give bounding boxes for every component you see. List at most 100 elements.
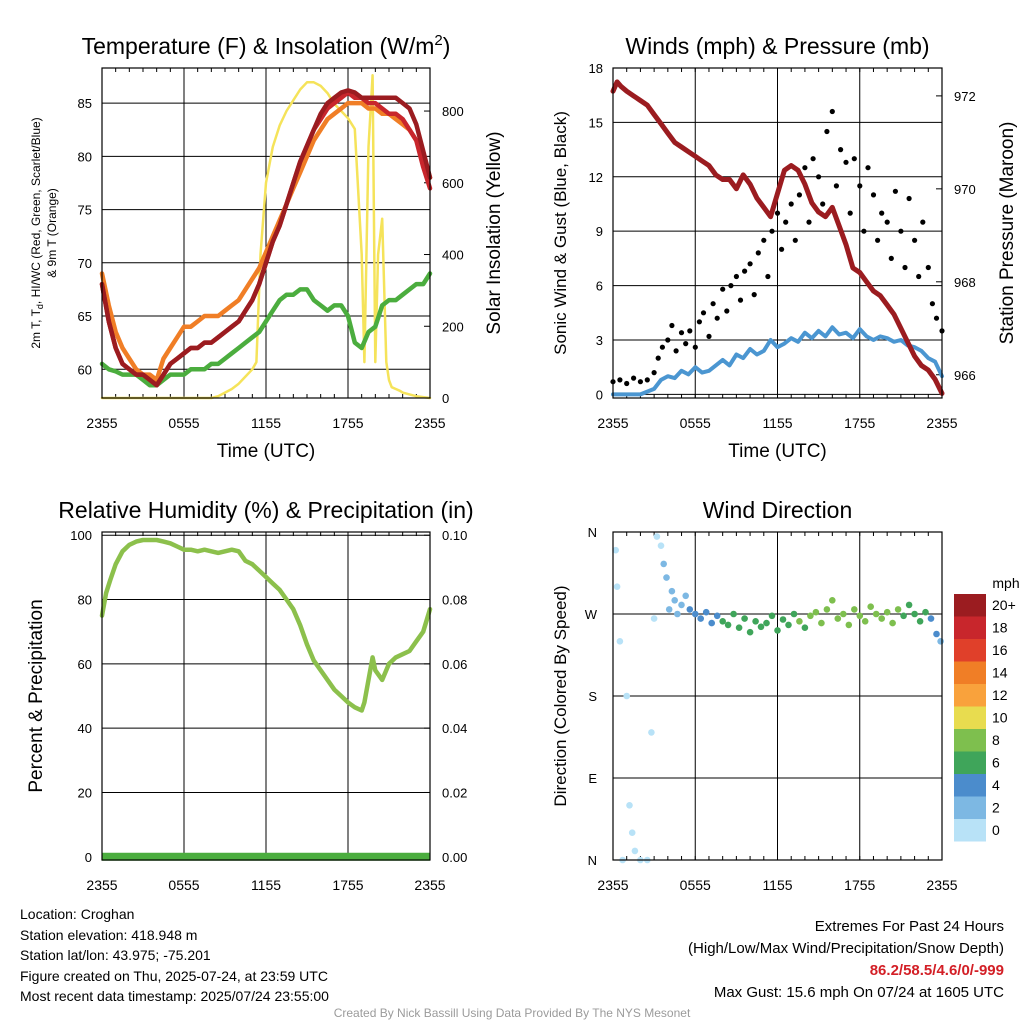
y-tick-label: 0 bbox=[85, 850, 92, 865]
gust-point bbox=[865, 165, 871, 171]
direction-point bbox=[746, 628, 754, 636]
direction-point bbox=[719, 618, 726, 625]
gust-point bbox=[902, 264, 908, 271]
direction-point bbox=[774, 627, 781, 634]
gust-point bbox=[637, 379, 644, 385]
direction-point bbox=[937, 638, 944, 645]
direction-point bbox=[650, 615, 658, 622]
y2-tick-label: 0.08 bbox=[442, 593, 467, 608]
gust-point bbox=[624, 380, 630, 387]
x-tick-label: 0555 bbox=[168, 415, 199, 431]
direction-point bbox=[883, 608, 891, 616]
direction-point bbox=[668, 587, 676, 595]
direction-point bbox=[867, 603, 874, 610]
direction-point bbox=[678, 601, 685, 609]
gust-point bbox=[687, 328, 693, 334]
legend-label: 4 bbox=[992, 777, 1000, 793]
y-axis-label: Percent & Precipitation bbox=[26, 599, 47, 792]
direction-point bbox=[613, 583, 621, 590]
legend-label: 6 bbox=[992, 755, 1000, 771]
direction-point bbox=[626, 802, 633, 809]
gust-point bbox=[802, 165, 808, 171]
plot-frame bbox=[612, 531, 943, 861]
x-tick-label: 1155 bbox=[251, 415, 281, 431]
x-tick-label: 2355 bbox=[414, 415, 445, 431]
gust-point bbox=[916, 273, 922, 280]
x-tick-label: 1155 bbox=[251, 877, 281, 893]
y2-tick-label: 968 bbox=[954, 275, 976, 290]
y2-tick-label: 0.10 bbox=[442, 528, 467, 543]
direction-point bbox=[894, 606, 902, 613]
y-tick-label: 60 bbox=[78, 362, 92, 377]
plot-frame bbox=[612, 67, 943, 399]
gust-point bbox=[751, 292, 757, 298]
direction-point bbox=[900, 612, 907, 620]
gust-point bbox=[720, 286, 726, 292]
direction-point bbox=[741, 615, 748, 622]
gust-point bbox=[929, 301, 936, 307]
created-text: Figure created on Thu, 2025-07-24, at 23… bbox=[20, 967, 328, 984]
direction-point bbox=[616, 638, 624, 645]
y2-tick-label: 972 bbox=[954, 89, 976, 104]
direction-point bbox=[697, 615, 704, 622]
gust-point bbox=[617, 377, 623, 383]
legend-swatch bbox=[954, 684, 986, 707]
y-axis-label-line2: & 9m T (Orange) bbox=[45, 188, 59, 278]
gust-point bbox=[742, 268, 748, 274]
gust-point bbox=[920, 219, 926, 225]
y-tick-label: 18 bbox=[589, 61, 603, 76]
x-tick-label: 1755 bbox=[844, 877, 875, 893]
direction-point bbox=[829, 597, 836, 604]
gust-point bbox=[696, 319, 703, 325]
plot-frame bbox=[101, 67, 431, 399]
y-tick-label: 6 bbox=[596, 279, 603, 294]
direction-point bbox=[713, 612, 721, 620]
x-tick-label: 2355 bbox=[597, 415, 628, 431]
y-tick-label: 80 bbox=[78, 593, 92, 608]
direction-point bbox=[785, 621, 792, 629]
direction-point bbox=[851, 606, 858, 613]
direction-point bbox=[682, 592, 689, 600]
gust-point bbox=[673, 348, 679, 354]
x-tick-label: 0555 bbox=[680, 877, 711, 893]
gust-point bbox=[755, 250, 761, 256]
direction-point bbox=[861, 618, 869, 625]
direction-point bbox=[801, 624, 809, 631]
direction-point bbox=[663, 574, 670, 581]
x-tick-label: 2355 bbox=[926, 877, 957, 893]
gust-point bbox=[769, 228, 775, 234]
gust-point bbox=[724, 308, 730, 314]
y-tick-label: N bbox=[588, 853, 597, 868]
direction-point bbox=[834, 615, 842, 622]
gust-point bbox=[843, 159, 849, 165]
direction-point bbox=[796, 618, 803, 625]
legend-label: 14 bbox=[992, 665, 1008, 681]
direction-point bbox=[845, 621, 853, 629]
y-tick-label: S bbox=[588, 689, 597, 704]
y-tick-label: 20 bbox=[78, 785, 92, 800]
x-tick-label: 0555 bbox=[168, 877, 199, 893]
direction-point bbox=[628, 829, 636, 836]
direction-point bbox=[763, 619, 770, 627]
y-tick-label: E bbox=[588, 771, 597, 786]
chart-title: Relative Humidity (%) & Precipitation (i… bbox=[58, 497, 473, 523]
direction-point bbox=[708, 619, 715, 627]
y-tick-label: 12 bbox=[589, 170, 603, 185]
legend-swatch bbox=[954, 661, 986, 684]
x-axis-label: Time (UTC) bbox=[728, 441, 827, 462]
direction-point bbox=[779, 616, 787, 623]
gust-point bbox=[665, 337, 671, 343]
x-tick-label: 2355 bbox=[86, 877, 117, 893]
gust-point bbox=[851, 156, 857, 162]
gust-point bbox=[692, 344, 698, 350]
x-tick-label: 2355 bbox=[414, 877, 445, 893]
gust-point bbox=[683, 341, 689, 347]
y-tick-label: W bbox=[585, 607, 598, 622]
direction-point bbox=[916, 618, 924, 625]
gust-point bbox=[710, 301, 716, 307]
series-relative-humidity bbox=[99, 537, 433, 713]
y2-tick-label: 200 bbox=[442, 319, 464, 334]
gust-point bbox=[659, 344, 666, 350]
y-tick-label: 0 bbox=[596, 387, 603, 402]
